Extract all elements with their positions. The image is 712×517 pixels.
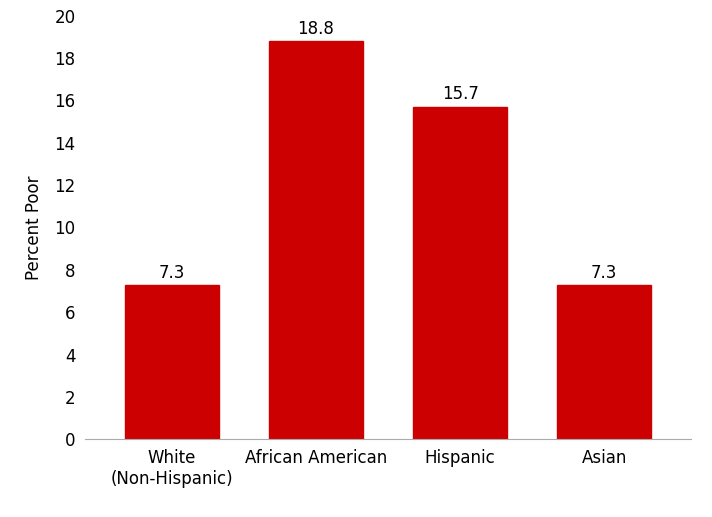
Bar xyxy=(557,285,651,439)
Text: 15.7: 15.7 xyxy=(441,85,478,103)
Bar xyxy=(413,107,507,439)
Bar xyxy=(125,285,219,439)
Bar xyxy=(269,41,363,439)
Y-axis label: Percent Poor: Percent Poor xyxy=(26,175,43,280)
Text: 7.3: 7.3 xyxy=(159,264,185,282)
Text: 18.8: 18.8 xyxy=(298,20,335,38)
Text: 7.3: 7.3 xyxy=(591,264,617,282)
